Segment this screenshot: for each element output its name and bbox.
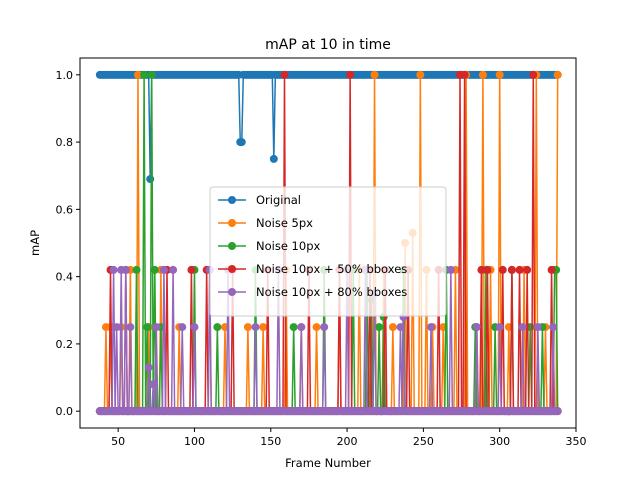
data-point: [126, 323, 135, 332]
data-point: [375, 323, 384, 332]
legend-swatch-marker: [228, 242, 236, 250]
data-point: [427, 323, 436, 332]
legend-item: Noise 10px + 80% bboxes: [218, 285, 407, 299]
data-point: [147, 70, 156, 79]
y-tick-label: 1.0: [56, 69, 74, 82]
data-point: [370, 70, 379, 79]
data-point: [518, 323, 527, 332]
data-point: [312, 323, 321, 332]
legend-label: Noise 10px: [256, 239, 320, 253]
legend-swatch-marker: [228, 196, 236, 204]
legend-item: Noise 5px: [218, 216, 313, 230]
legend-swatch-marker: [228, 219, 236, 227]
legend-label: Noise 5px: [256, 216, 313, 230]
legend: Original Noise 5px Noise 10px Noise 10px + …: [209, 186, 447, 317]
y-tick-label: 0.0: [56, 405, 74, 418]
data-point: [190, 323, 199, 332]
series-5: [95, 265, 562, 416]
data-point: [547, 265, 556, 274]
data-point: [553, 407, 562, 416]
y-tick-label: 0.2: [56, 338, 74, 351]
data-point: [478, 70, 487, 79]
legend-swatch-marker: [228, 265, 236, 273]
data-point: [460, 70, 469, 79]
legend-box: [209, 186, 447, 317]
data-point: [495, 323, 504, 332]
data-point: [297, 323, 306, 332]
x-axis: 50 100 150 200 250 300 350: [111, 428, 587, 448]
data-point: [132, 265, 141, 274]
data-point: [346, 70, 355, 79]
x-tick-label: 50: [111, 435, 125, 448]
x-tick-label: 300: [489, 435, 510, 448]
data-point: [280, 70, 289, 79]
data-point: [133, 70, 142, 79]
y-axis-label: mAP: [28, 230, 42, 256]
data-point: [144, 363, 153, 372]
data-point: [243, 323, 252, 332]
data-point: [121, 265, 130, 274]
y-tick-label: 0.6: [56, 203, 74, 216]
data-point: [187, 265, 196, 274]
legend-swatch-marker: [228, 288, 236, 296]
data-point: [150, 265, 159, 274]
data-point: [396, 323, 405, 332]
data-point: [515, 265, 524, 274]
data-point: [169, 265, 178, 274]
legend-label: Original: [256, 193, 301, 207]
data-point: [549, 323, 558, 332]
legend-item: Noise 10px: [218, 239, 320, 253]
data-point: [112, 323, 121, 332]
data-point: [495, 70, 504, 79]
chart-title: mAP at 10 in time: [265, 37, 391, 53]
series-layer: [95, 70, 562, 416]
data-point: [146, 175, 155, 184]
legend-item: Noise 10px + 50% bboxes: [218, 262, 407, 276]
data-point: [472, 323, 481, 332]
data-point: [140, 70, 149, 79]
data-point: [149, 380, 158, 389]
data-point: [533, 323, 542, 332]
data-point: [109, 265, 118, 274]
data-point: [320, 323, 329, 332]
data-point: [553, 70, 562, 79]
data-point: [213, 323, 222, 332]
data-point: [178, 323, 187, 332]
data-point: [388, 323, 397, 332]
data-point: [237, 138, 246, 147]
y-tick-label: 0.4: [56, 271, 74, 284]
series-1: [95, 70, 562, 184]
x-tick-label: 250: [413, 435, 434, 448]
x-tick-label: 100: [184, 435, 205, 448]
x-tick-label: 200: [337, 435, 358, 448]
data-point: [523, 265, 532, 274]
x-tick-label: 150: [260, 435, 281, 448]
data-point: [289, 323, 298, 332]
data-point: [143, 323, 152, 332]
data-point: [159, 265, 168, 274]
data-point: [477, 265, 486, 274]
data-point: [416, 70, 425, 79]
data-point: [446, 265, 455, 274]
plot-frame: [79, 57, 577, 429]
data-point: [498, 265, 507, 274]
data-point: [529, 70, 538, 79]
data-point: [251, 323, 260, 332]
x-tick-label: 350: [566, 435, 587, 448]
data-point: [269, 154, 278, 163]
x-axis-label: Frame Number: [285, 456, 371, 470]
legend-label: Noise 10px + 50% bboxes: [256, 262, 407, 276]
data-point: [259, 323, 268, 332]
data-point: [152, 323, 161, 332]
plot-area: [79, 57, 577, 429]
y-axis: 0.0 0.2 0.4 0.6 0.8 1.0: [56, 69, 80, 418]
legend-label: Noise 10px + 80% bboxes: [256, 285, 407, 299]
y-tick-label: 0.8: [56, 136, 74, 149]
data-point: [483, 265, 492, 274]
legend-item: Original: [218, 193, 301, 207]
data-point: [507, 265, 516, 274]
